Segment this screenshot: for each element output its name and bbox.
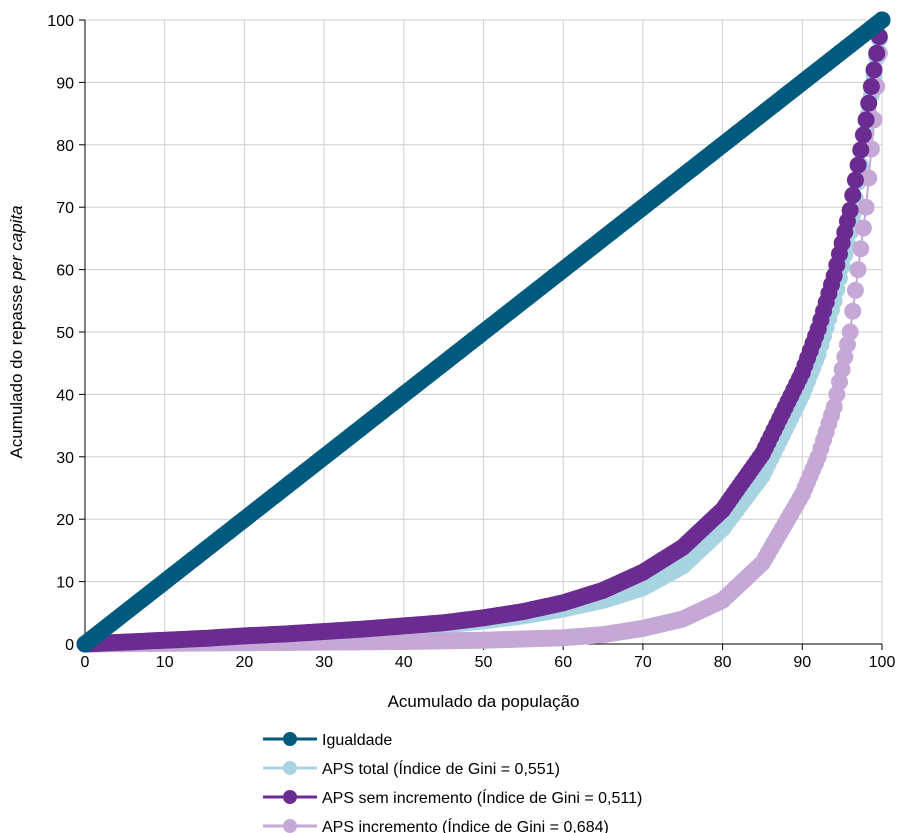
series-2-point-274	[852, 141, 870, 159]
series-3-point-276	[857, 198, 875, 216]
y-axis-label-main: Acumulado do repasse	[7, 280, 26, 459]
series-2-point-273	[849, 156, 867, 174]
x-tick-label-10: 100	[869, 654, 896, 671]
x-tick-label-2: 20	[236, 654, 254, 671]
x-tick-label-5: 50	[475, 654, 493, 671]
legend: Igualdade APS total (Índice de Gini = 0,5…	[263, 732, 642, 833]
y-tick-label-2: 20	[56, 512, 74, 529]
x-tick-label-0: 0	[81, 654, 90, 671]
x-tick-label-3: 30	[315, 654, 333, 671]
y-tick-label-7: 70	[56, 200, 74, 217]
legend-item-1: APS total (Índice de Gini = 0,551)	[263, 759, 560, 778]
series-0-point-282	[873, 11, 891, 29]
y-tick-label-9: 90	[56, 75, 74, 92]
y-tick-label-10: 100	[47, 13, 74, 30]
legend-item-3: APS incremento (Índice de Gini = 0,684)	[263, 817, 609, 833]
x-tick-label-4: 40	[395, 654, 413, 671]
y-tick-labels: 0 10 20 30 40 50 60 70 80 90 100	[47, 13, 74, 654]
series-2-point-277	[860, 94, 878, 112]
series-2-point-280	[868, 44, 886, 62]
legend-label-0: Igualdade	[322, 732, 392, 749]
legend-marker-0	[283, 732, 297, 746]
series-2-point-270	[841, 201, 859, 219]
series-3-point-275	[854, 219, 872, 237]
x-tick-label-8: 80	[714, 654, 732, 671]
series-2-point-276	[857, 111, 875, 129]
legend-marker-2	[283, 790, 297, 804]
series-group	[76, 11, 891, 653]
series-3-point-277	[860, 169, 878, 187]
series-3-point-271	[844, 302, 862, 320]
series-2-point-279	[865, 61, 883, 79]
legend-item-0: Igualdade	[263, 732, 392, 749]
series-3-point-272	[846, 281, 864, 299]
y-tick-label-8: 80	[56, 138, 74, 155]
y-tick-label-4: 40	[56, 387, 74, 404]
x-tick-label-1: 10	[156, 654, 174, 671]
series-3-point-274	[852, 240, 870, 258]
legend-label-3: APS incremento (Índice de Gini = 0,684)	[322, 817, 609, 833]
y-axis-label: Acumulado do repasse per capita	[7, 205, 26, 458]
y-tick-label-3: 30	[56, 450, 74, 467]
series-2-point-275	[854, 126, 872, 144]
legend-label-2: APS sem incremento (Índice de Gini = 0,5…	[322, 788, 642, 807]
y-axis-label-italic: per capita	[7, 205, 26, 281]
series-2-point-272	[846, 171, 864, 189]
y-tick-label-5: 50	[56, 325, 74, 342]
y-tick-label-1: 10	[56, 575, 74, 592]
y-tick-label-0: 0	[65, 637, 74, 654]
series-3-point-270	[841, 323, 859, 341]
y-tick-label-6: 60	[56, 263, 74, 280]
series-2	[76, 11, 891, 653]
legend-marker-3	[283, 819, 297, 833]
x-axis-label: Acumulado da população	[388, 692, 580, 711]
series-3-point-273	[849, 261, 867, 279]
grid-lines	[85, 19, 883, 644]
x-tick-label-6: 60	[554, 654, 572, 671]
series-2-point-278	[862, 78, 880, 96]
x-tick-label-7: 70	[634, 654, 652, 671]
x-tick-label-9: 90	[793, 654, 811, 671]
x-tick-labels: 0 10 20 30 40 50 60 70 80 90 100	[81, 654, 896, 671]
legend-marker-1	[283, 761, 297, 775]
series-0	[76, 11, 891, 653]
legend-label-1: APS total (Índice de Gini = 0,551)	[322, 759, 560, 778]
series-2-point-271	[844, 186, 862, 204]
legend-item-2: APS sem incremento (Índice de Gini = 0,5…	[263, 788, 642, 807]
